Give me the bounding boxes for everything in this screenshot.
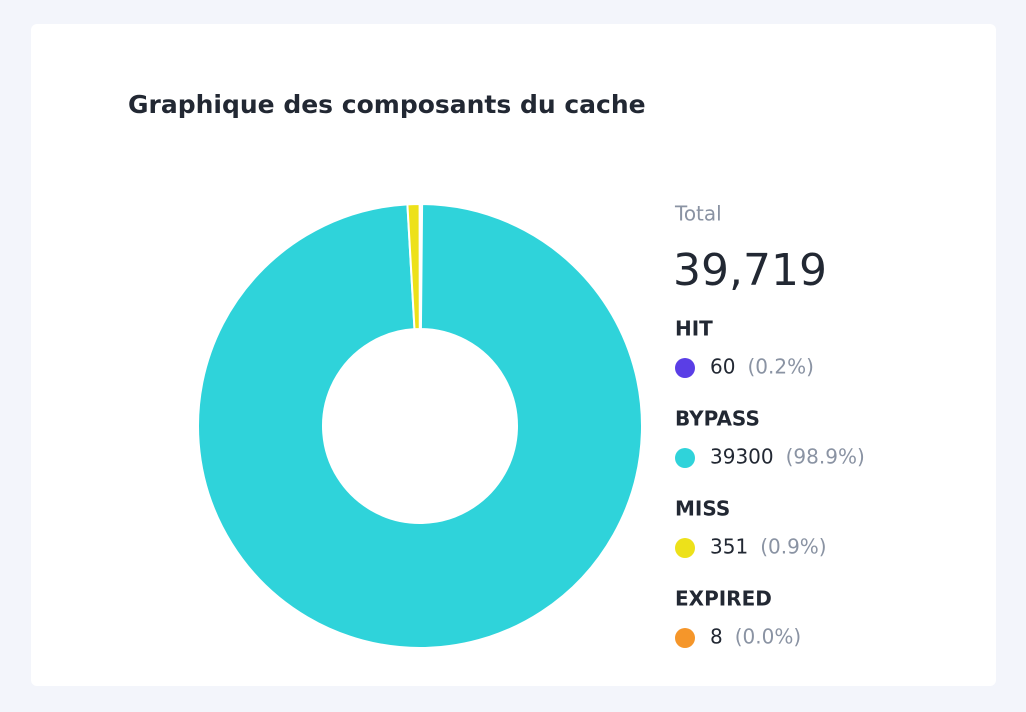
legend-percent: (98.9%) (786, 445, 865, 469)
legend-swatch (675, 448, 695, 468)
legend-swatch (675, 538, 695, 558)
legend-label: EXPIRED (675, 587, 772, 611)
legend-value: 39300 (710, 445, 774, 469)
total-label: Total (674, 202, 722, 226)
chart-title: Graphique des composants du cache (128, 90, 646, 119)
legend-percent: (0.9%) (760, 535, 826, 559)
legend-value: 8 (710, 625, 723, 649)
legend-label: MISS (675, 497, 730, 521)
legend-label: HIT (675, 317, 713, 341)
legend-swatch (675, 628, 695, 648)
donut-slice (197, 202, 643, 649)
legend-value: 351 (710, 535, 748, 559)
legend-percent: (0.0%) (735, 625, 801, 649)
legend-percent: (0.2%) (747, 355, 813, 379)
legend-value: 60 (710, 355, 735, 379)
total-value: 39,719 (673, 245, 827, 296)
legend-swatch (675, 358, 695, 378)
legend-label: BYPASS (675, 407, 760, 431)
